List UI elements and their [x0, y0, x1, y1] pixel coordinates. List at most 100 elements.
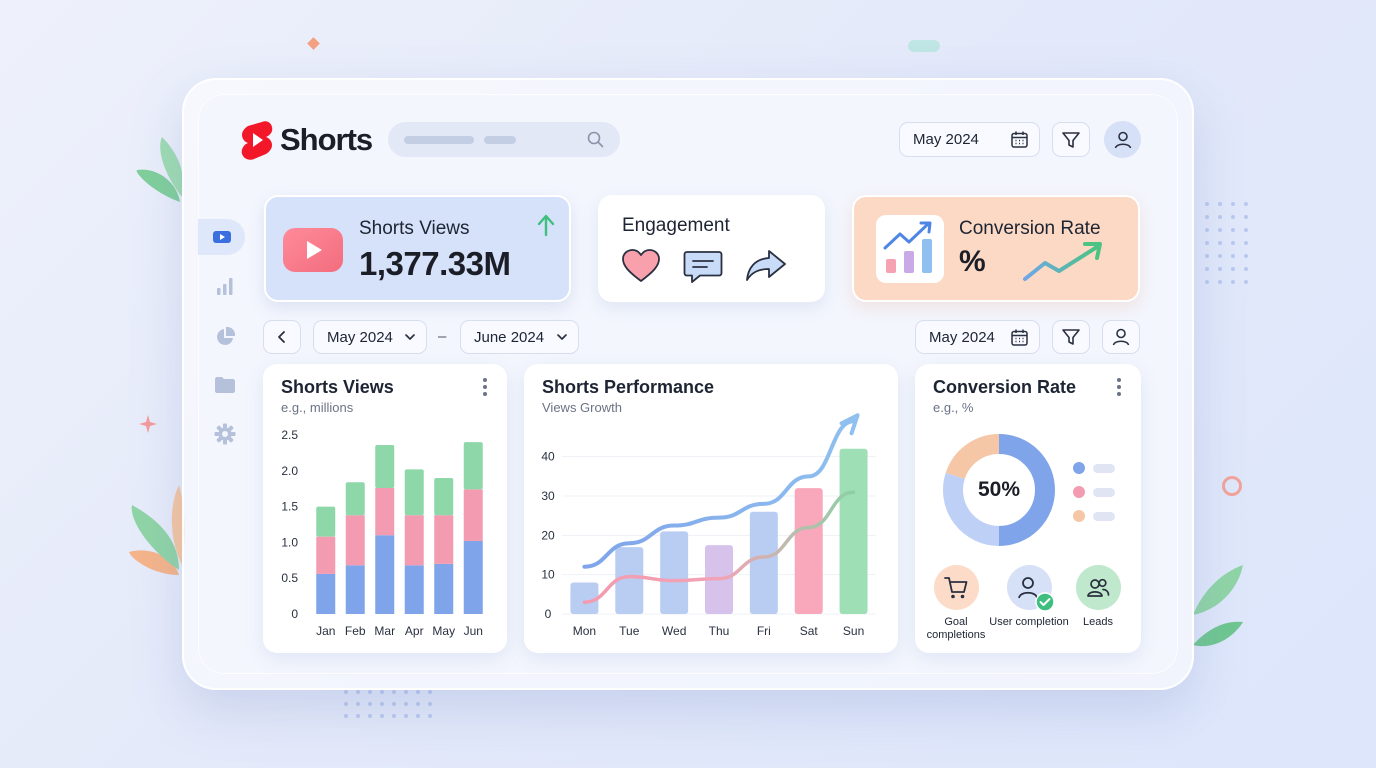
sidebar-item-reports[interactable]	[205, 318, 245, 354]
legend-dot	[1073, 486, 1085, 498]
shorts-performance-card: Shorts Performance Views Growth 40 30 20 10…	[524, 364, 898, 653]
bar-segment	[375, 487, 395, 536]
user-check-icon-circle	[1006, 565, 1055, 612]
user-avatar-button[interactable]	[1104, 121, 1141, 158]
sidebar-item-settings[interactable]	[205, 416, 245, 452]
y-tick-label: 2.0	[281, 464, 298, 478]
bar-chart-icon	[217, 278, 233, 295]
cart-icon-circle	[933, 565, 979, 610]
header-date-picker[interactable]: May 2024	[899, 122, 1040, 157]
comment-icon	[683, 251, 723, 283]
date-picker[interactable]: May 2024	[915, 320, 1040, 354]
cart-icon	[944, 576, 968, 598]
growth-arrowhead	[839, 413, 860, 436]
donut-slice	[998, 434, 1055, 546]
users-icon-circle	[1075, 565, 1121, 610]
bar-segment	[375, 535, 395, 614]
range-start-dropdown[interactable]: May 2024	[313, 320, 427, 354]
legend-item	[1073, 510, 1115, 522]
metric-label: User completion	[989, 616, 1069, 628]
bar-segment	[463, 442, 483, 490]
leaf-decoration	[124, 480, 186, 585]
legend-item	[1073, 486, 1115, 498]
chevron-down-icon	[405, 334, 415, 340]
sidebar-item-shorts[interactable]	[198, 219, 245, 255]
legend-placeholder-bar	[1093, 511, 1115, 521]
y-tick-label: 0	[291, 607, 298, 621]
x-tick-label: Mar	[374, 624, 395, 638]
views-stacked-bar-chart: 2.5 2.0 1.5 1.0 0.5 0 Jan Feb Mar Apr May Jun	[281, 428, 483, 638]
bar-segment	[375, 445, 395, 488]
bar	[615, 547, 644, 614]
filter-icon	[1062, 131, 1080, 148]
pie-chart-icon	[216, 326, 235, 345]
sidebar-item-analytics[interactable]	[205, 268, 245, 304]
search-placeholder-bar	[404, 135, 474, 144]
legend-dot	[1073, 510, 1085, 522]
bar-segment	[463, 489, 483, 541]
bar	[839, 448, 868, 614]
bar	[570, 582, 599, 614]
dot-grid-decoration	[344, 690, 432, 718]
sidebar-item-files[interactable]	[205, 367, 245, 403]
x-tick-label: Mon	[573, 624, 596, 638]
x-tick-label: Thu	[709, 624, 730, 638]
kpi-conversion-title: Conversion Rate	[959, 218, 1101, 239]
kpi-card-engagement[interactable]: Engagement	[598, 195, 825, 302]
user-button[interactable]	[1102, 320, 1140, 354]
calendar-icon	[1011, 131, 1028, 148]
range-start-label: May 2024	[327, 328, 393, 346]
app-title: Shorts	[280, 122, 373, 157]
legend-placeholder-bar	[1093, 463, 1115, 473]
ring-decoration	[1222, 476, 1242, 496]
folder-icon	[215, 377, 235, 393]
bar-segment	[345, 482, 365, 516]
bar-segment	[434, 563, 454, 614]
metric-leads[interactable]: Leads	[1058, 565, 1138, 629]
share-icon	[746, 250, 786, 281]
shorts-logo[interactable]: Shorts	[240, 120, 373, 160]
growth-line	[582, 419, 856, 569]
filter-button[interactable]	[1052, 320, 1090, 354]
metric-label: Goal completions	[926, 616, 986, 641]
metric-goal-completions[interactable]: Goal completions	[916, 565, 996, 642]
bar-segment	[404, 565, 424, 614]
conv-card-menu-icon[interactable]	[1116, 378, 1122, 396]
check-badge-icon	[1034, 592, 1055, 612]
bar-segment	[345, 565, 365, 614]
kpi-card-conversion[interactable]: Conversion Rate %	[852, 195, 1140, 302]
kpi-views-title: Shorts Views	[359, 218, 470, 239]
date-picker-label: May 2024	[929, 328, 995, 346]
y-tick-label: 40	[541, 450, 555, 464]
shorts-views-card: Shorts Views e.g., millions 2.5 2.0 1.5 1.0…	[263, 364, 507, 653]
chevron-down-icon	[557, 334, 567, 340]
perf-card-subtitle: Views Growth	[542, 400, 622, 415]
x-tick-label: Sun	[843, 624, 864, 638]
heart-icon	[622, 249, 660, 282]
search-bar[interactable]	[388, 122, 620, 157]
bar-segment	[404, 515, 424, 566]
y-tick-label: 10	[541, 568, 555, 582]
x-tick-label: Jan	[316, 624, 335, 638]
bar-segment	[434, 477, 454, 516]
x-tick-label: May	[432, 624, 455, 638]
perf-card-title: Shorts Performance	[542, 377, 715, 397]
trend-line	[582, 490, 856, 604]
prev-period-button[interactable]	[263, 320, 301, 354]
chevron-left-icon	[278, 331, 285, 343]
y-tick-label: 20	[541, 528, 555, 542]
bar-segment	[316, 506, 336, 537]
header-filter-button[interactable]	[1052, 122, 1090, 157]
conv-card-subtitle: e.g., %	[933, 400, 974, 415]
views-card-menu-icon[interactable]	[482, 378, 488, 396]
range-end-dropdown[interactable]: June 2024	[460, 320, 579, 354]
x-tick-label: Feb	[345, 624, 366, 638]
growth-chart-tile	[876, 215, 944, 283]
kpi-conversion-value: %	[959, 245, 986, 278]
growth-chart-icon	[883, 221, 932, 273]
legend-placeholder-bar	[1093, 487, 1115, 497]
views-card-subtitle: e.g., millions	[281, 400, 354, 415]
kpi-card-shorts-views[interactable]: Shorts Views 1,377.33M	[264, 195, 571, 302]
metric-user-completion[interactable]: User completion	[989, 565, 1069, 629]
donut-slice	[945, 434, 1000, 480]
